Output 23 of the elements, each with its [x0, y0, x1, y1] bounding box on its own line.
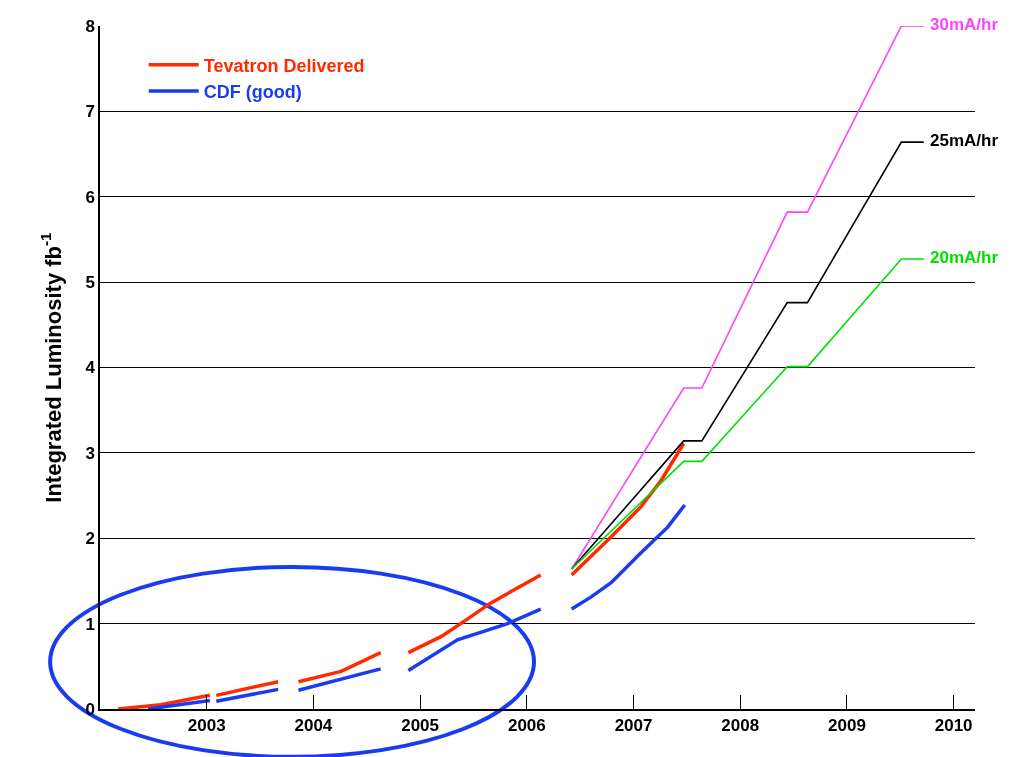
y-tick-label: 1	[85, 614, 95, 634]
y-tick-label: 8	[85, 16, 95, 36]
x-tick-label: 2004	[294, 716, 333, 736]
y-tick-label: 4	[85, 358, 96, 378]
x-tick-label: 2005	[401, 716, 440, 736]
x-tick-label: 2006	[507, 716, 546, 736]
series-label: 20mA/hr	[930, 248, 999, 267]
y-tick-label: 2	[85, 529, 95, 549]
legend-label: Tevatron Delivered	[203, 55, 365, 76]
y-tick-label: 3	[85, 443, 95, 463]
x-tick-label: 2003	[187, 716, 226, 736]
x-tick-label: 2007	[614, 716, 653, 736]
y-tick-label: 5	[85, 273, 95, 293]
y-tick-label: 7	[85, 102, 95, 122]
series-label: 25mA/hr	[930, 131, 999, 150]
legend-label: CDF (good)	[203, 82, 302, 103]
series-label: 30mA/hr	[930, 15, 999, 34]
x-tick-label: 2008	[721, 716, 760, 736]
y-tick-label: 6	[85, 187, 95, 207]
x-tick-label: 2009	[828, 716, 866, 736]
line-series	[570, 258, 925, 570]
x-tick-label: 2010	[934, 716, 973, 736]
line-series	[570, 26, 925, 570]
